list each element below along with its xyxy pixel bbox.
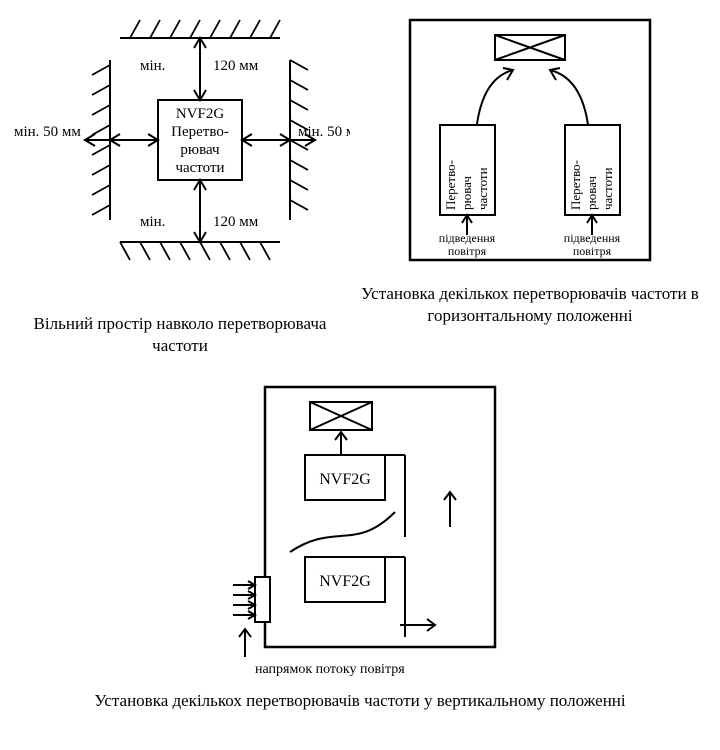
h-dev2-l1: Перетво-: [568, 160, 583, 210]
h-dev1-l3: частоти: [475, 167, 490, 210]
h-air2-a: підведення: [564, 231, 621, 245]
device-line3: рювач: [180, 142, 220, 158]
horizontal-diagram: Перетво- рювач частоти Перетво- рювач ча…: [350, 10, 710, 327]
device-line1: NVF2G: [176, 106, 225, 122]
h-air2-b: повітря: [573, 244, 612, 258]
clearance-diagram: мін. 120 мм мін. 120 мм мін. 50 мм мін. …: [10, 10, 350, 357]
top-min: мін.: [140, 58, 165, 74]
h-dev1-l2: рювач: [459, 176, 474, 210]
device-line4: частоти: [175, 160, 224, 176]
clearance-caption: Вільний простір навколо перетворювача ча…: [10, 313, 350, 357]
bottom-dist: 120 мм: [213, 214, 259, 230]
vertical-svg: NVF2G NVF2G напрямок потоку повітря: [195, 377, 525, 677]
device-line2: Перетво-: [171, 124, 229, 140]
vertical-caption: Установка декількох перетворювачів часто…: [94, 690, 625, 712]
h-dev2-l2: рювач: [584, 176, 599, 210]
v-dev2: NVF2G: [319, 573, 371, 590]
v-dev1: NVF2G: [319, 471, 371, 488]
horizontal-svg: Перетво- рювач частоти Перетво- рювач ча…: [395, 10, 665, 270]
horizontal-caption: Установка декількох перетворювачів часто…: [350, 283, 710, 327]
h-dev2-l3: частоти: [600, 167, 615, 210]
left-dist: мін. 50 мм: [14, 124, 81, 140]
h-air1-b: повітря: [448, 244, 487, 258]
top-dist: 120 мм: [213, 58, 259, 74]
right-dist: мін. 50 мм: [298, 124, 350, 140]
h-dev1-l1: Перетво-: [443, 160, 458, 210]
vertical-diagram: NVF2G NVF2G напрямок потоку повітря Уста…: [94, 377, 625, 712]
h-air1-a: підведення: [439, 231, 496, 245]
v-airdir: напрямок потоку повітря: [255, 662, 405, 677]
clearance-svg: мін. 120 мм мін. 120 мм мін. 50 мм мін. …: [10, 10, 350, 300]
bottom-min: мін.: [140, 214, 165, 230]
